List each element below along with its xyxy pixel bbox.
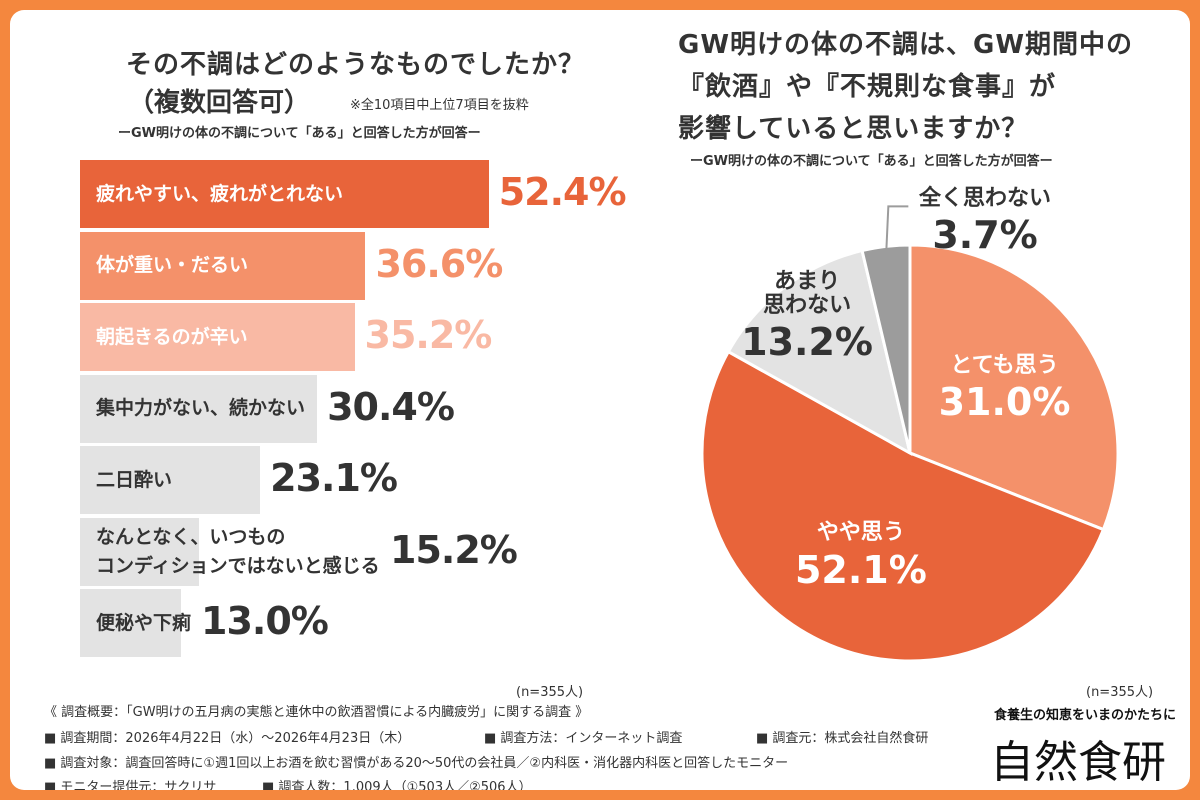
bar-chart: 疲れやすい、疲れがとれない 52.4% 体が重い・だるい 36.6% 朝起きるのが辛い 3… [10, 10, 627, 700]
bar-label-line: 体が重い・だるい [96, 254, 249, 277]
bar-5 [80, 517, 199, 586]
bar-label-line: 朝起きるのが辛い [96, 325, 248, 348]
left-chart-title-line1: その不調はどのようなものでしたか？ [126, 50, 586, 80]
bar-2 [80, 303, 355, 371]
left-chart-subtitle: ーGW明けの体の不調について「ある」と回答した方が回答ー [118, 126, 481, 141]
pie-label-text: あまり [774, 268, 841, 294]
bar-label-line: 便秘や下痢 [96, 611, 192, 634]
pie-slice-0 [908, 243, 1120, 532]
right-chart-n: (n=355人) [1086, 685, 1154, 700]
bar-label-line: なんとなく、いつもの [96, 526, 286, 548]
bar-value-3: 30.4% [327, 384, 455, 429]
pie-value-2: 13.2% [741, 320, 873, 365]
pie-chart [700, 205, 1120, 663]
left-chart-n: (n=355人) [516, 685, 584, 700]
bar-4 [80, 446, 261, 514]
bar-label-0: 疲れやすい、疲れがとれない [96, 180, 343, 209]
pie-value-1: 52.1% [794, 547, 927, 592]
survey-monitor: ■ モニター提供元：サクリサ [44, 780, 217, 790]
survey-target: ■ 調査対象：調査回答時に①週1回以上お酒を飲む習慣がある20～50代の会社員／… [44, 756, 789, 771]
bar-3 [80, 374, 318, 443]
infographic-card: その不調はどのようなものでしたか？ （複数回答可） ※全10項目中上位7項目を抜… [10, 10, 1190, 790]
bar-value-5: 15.2% [390, 527, 518, 572]
pie-label-text: とても思う [950, 352, 1059, 378]
pie-label-1: やや思う 52.1% [795, 521, 927, 591]
bar-label-4: 二日酔い [96, 466, 172, 495]
pie-label-text: 全く思わない [919, 186, 1052, 211]
bar-label-1: 体が重い・だるい [96, 251, 248, 280]
bar-label-line: コンディションではないと感じる [96, 554, 380, 577]
pie-slice-2 [726, 248, 913, 456]
survey-period: ■ 調査期間：2026年4月22日（水）～2026年4月23日（木） [44, 731, 411, 746]
bar-label-3: 集中力がない、続かない [96, 394, 305, 423]
survey-overview: 《 調査概要：「GW明けの五月病の実態と連休中の飲酒習慣による内臓疲労」に関する… [44, 705, 589, 720]
bar-value-2: 35.2% [364, 313, 493, 357]
bar-label-line: 二日酔い [96, 468, 173, 491]
bar-label-2: 朝起きるのが辛い [96, 323, 248, 352]
survey-org: ■ 調査元：株式会社自然食研 [756, 731, 929, 746]
bar-label-line: 疲れやすい、疲れがとれない [96, 182, 344, 205]
pie-leader-line [885, 205, 909, 251]
brand-logo: 自然食研 [990, 737, 1166, 788]
pie-value-3: 3.7% [932, 213, 1038, 258]
bar-0 [80, 160, 489, 228]
pie-value-0: 31.0% [938, 379, 1071, 424]
bar-value-6: 13.0% [201, 599, 329, 643]
left-chart-title-line2: （複数回答可） [128, 88, 311, 118]
brand-tagline: 食養生の知恵をいまのかたちに [994, 708, 1177, 723]
bar-label-5: なんとなく、いつものコンディションではないと感じる [96, 523, 380, 580]
pie-label-text: 思わない [763, 293, 852, 319]
right-chart-title-line2: 『飲酒』や『不規則な食事』が [678, 72, 1057, 102]
pie-label-3: 全く思わない 3.7% [919, 186, 1052, 258]
survey-method: ■ 調査方法：インターネット調査 [484, 731, 683, 746]
bar-value-0: 52.4% [498, 170, 627, 214]
pie-labels: とても思う 31.0% やや思う 52.1% あまり 思わない 13.2% 全く思わない 3.7… [10, 10, 1190, 710]
bar-value-4: 23.1% [270, 456, 398, 500]
bar-label-6: 便秘や下痢 [96, 609, 191, 638]
bar-1 [80, 231, 366, 300]
right-chart-title-line3: 影響していると思いますか？ [678, 114, 1029, 144]
survey-count: ■ 調査人数：1,009人（①503人／②506人） [262, 780, 532, 790]
pie-slice-1 [700, 349, 1106, 663]
bar-value-1: 36.6% [375, 241, 503, 286]
bar-label-line: 集中力がない、続かない [96, 397, 306, 420]
bar-6 [80, 589, 182, 657]
pie-label-text: やや思う [816, 520, 905, 546]
pie-label-0: とても思う 31.0% [938, 352, 1071, 424]
left-chart-note: ※全10項目中上位7項目を抜粋 [350, 98, 529, 113]
right-chart-subtitle: ーGW明けの体の不調について「ある」と回答した方が回答ー [690, 154, 1053, 169]
pie-label-2: あまり 思わない 13.2% [741, 268, 873, 365]
right-chart-title-line1: GW明けの体の不調は、GW期間中の [678, 30, 1134, 60]
